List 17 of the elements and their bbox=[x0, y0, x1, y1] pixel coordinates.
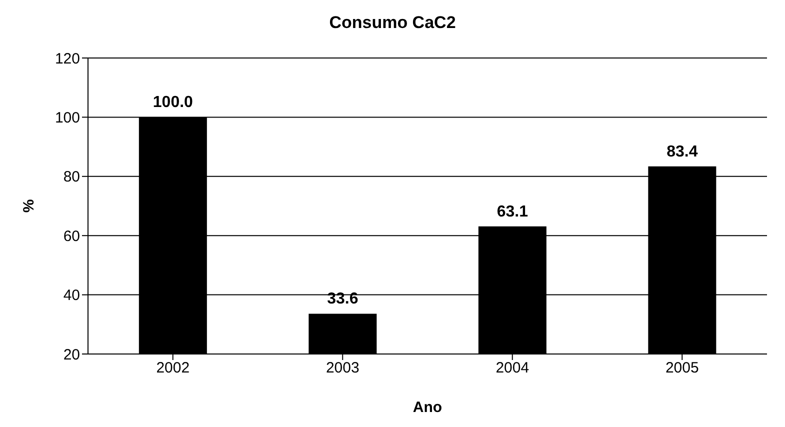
y-tick-label: 100 bbox=[54, 110, 80, 127]
x-axis-title: Ano bbox=[412, 399, 442, 416]
y-tick-label: 40 bbox=[63, 287, 80, 304]
data-label: 100.0 bbox=[152, 94, 194, 112]
y-tick-label: 80 bbox=[63, 168, 80, 186]
y-tick-label: 120 bbox=[54, 50, 80, 68]
data-label: 63.1 bbox=[496, 203, 528, 220]
x-tick-label: 2004 bbox=[496, 360, 530, 377]
y-tick-label: 60 bbox=[63, 228, 80, 245]
data-label: 83.4 bbox=[666, 143, 698, 160]
x-tick-label: 2005 bbox=[665, 360, 699, 377]
data-label: 33.6 bbox=[327, 290, 358, 308]
x-tick-label: 2002 bbox=[156, 360, 190, 377]
chart-title: Consumo CaC2 bbox=[328, 12, 457, 34]
x-tick-label: 2003 bbox=[326, 360, 360, 377]
y-tick-label: 20 bbox=[63, 346, 80, 364]
y-axis-title: % bbox=[20, 199, 38, 213]
